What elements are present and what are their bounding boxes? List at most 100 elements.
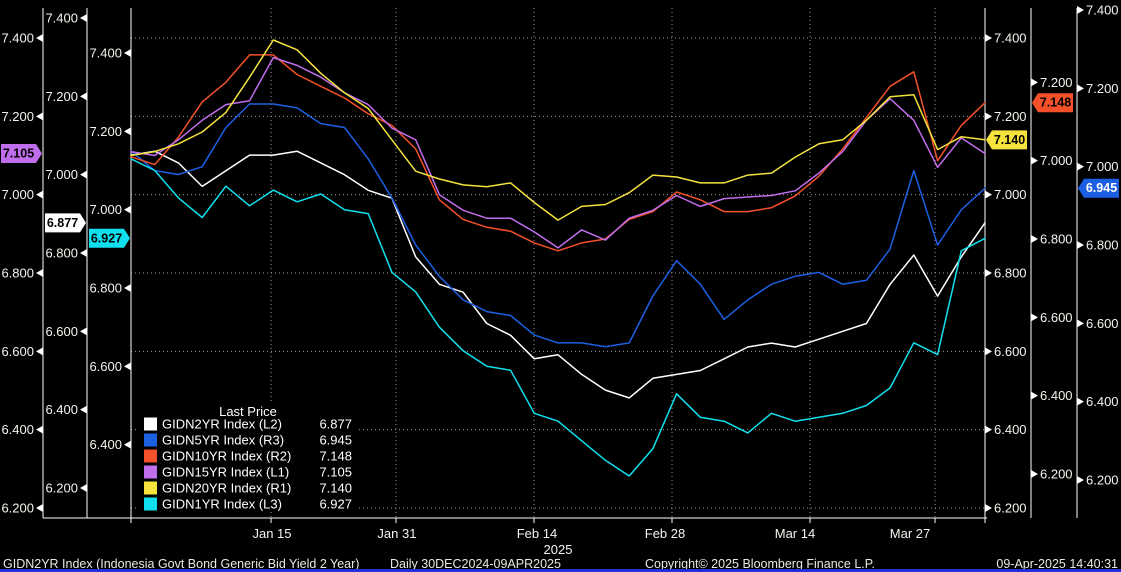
axis-tick-label: 7.400 [1086,3,1119,18]
legend-swatch [144,465,157,479]
axis-tick-label: 6.800 [1,266,34,281]
axis-tick-label: 7.000 [1,187,34,202]
axis-tick-arrow [124,284,131,293]
axis-tick-label: 7.000 [1086,159,1119,174]
axis-tick-arrow [1031,156,1038,165]
axis-tick-arrow [36,425,43,434]
axis-tick-label: 7.000 [89,202,122,217]
legend-row[interactable]: GIDN20YR Index (R1) 7.140 [144,481,352,496]
axis-tick-arrow [1031,78,1038,87]
legend-label: GIDN20YR Index (R1) [162,481,291,496]
axis-tick-arrow [1077,319,1084,328]
axis-tick-arrow [1031,470,1038,479]
legend-row[interactable]: GIDN10YR Index (R2) 7.148 [144,449,352,464]
axis-tick-label: 6.400 [89,437,122,452]
axis-tick-arrow [124,127,131,136]
chart-description: GIDN2YR Index (Indonesia Govt Bond Gener… [3,557,359,571]
legend-value: 6.877 [319,417,352,432]
last-price-badge-value: 7.105 [3,147,34,161]
last-price-badge-value: 6.945 [1086,181,1117,195]
last-price-badge-GIDN20YR [986,130,1027,150]
axis-tick-label: 6.800 [45,246,78,261]
legend-label: GIDN10YR Index (R2) [162,449,291,464]
axis-tick-label: 7.400 [994,31,1027,46]
last-price-badge-GIDN10YR [1032,93,1073,113]
axis-tick-label: 7.000 [1040,153,1073,168]
axis-tick-arrow [985,112,992,121]
axis-tick-label: 6.600 [89,359,122,374]
axis-tick-arrow [124,205,131,214]
axis-tick-arrow [80,249,87,258]
axis-tick-label: 7.400 [1,31,34,46]
axis-tick-label: 7.200 [1086,81,1119,96]
axis-tick-label: 7.400 [89,46,122,61]
x-axis-label: Jan 31 [377,526,416,541]
axis-tick-arrow [124,362,131,371]
axis-tick-label: 6.800 [1086,238,1119,253]
axis-tick-arrow [36,190,43,199]
axis-tick-arrow [985,190,992,199]
axis-tick-arrow [36,112,43,121]
axis-tick-label: 6.600 [1,344,34,359]
legend-swatch [144,433,157,447]
axis-tick-arrow [80,92,87,101]
axis-tick-arrow [1077,397,1084,406]
legend-value: 7.140 [319,481,352,496]
legend-title: Last Price [219,404,277,419]
legend-row[interactable]: GIDN15YR Index (L1) 7.105 [144,465,352,480]
axis-tick-label: 6.600 [994,344,1027,359]
legend-value: 6.927 [319,497,352,512]
axis-tick-label: 6.600 [45,324,78,339]
axis-tick-label: 7.200 [45,89,78,104]
axis-tick-arrow [36,504,43,513]
legend-swatch [144,449,157,463]
chart-frequency-range: Daily 30DEC2024-09APR2025 [390,557,561,571]
axis-tick-label: 6.400 [1086,394,1119,409]
legend-swatch [144,417,157,431]
axis-tick-arrow [36,34,43,42]
timestamp-text: 09-Apr-2025 14:40:31 [996,557,1118,571]
last-price-badge-value: 7.140 [994,133,1025,147]
axis-tick-label: 7.000 [45,167,78,182]
series-line-GIDN15YR [130,56,986,249]
series-line-GIDN10YR [130,54,986,252]
series-line-GIDN5YR [130,103,986,348]
axis-tick-arrow [36,269,43,278]
axis-tick-label: 6.400 [994,422,1027,437]
x-axis-label: Jan 15 [252,526,291,541]
legend-value: 7.105 [319,465,352,480]
axis-tick-label: 6.600 [1040,310,1073,325]
axis-tick-label: 6.600 [1086,316,1119,331]
axis-tick-arrow [985,425,992,434]
x-axis-label: Mar 27 [890,526,930,541]
series-line-GIDN20YR [130,39,986,221]
axis-tick-arrow [124,440,131,449]
axis-tick-arrow [1031,391,1038,400]
axis-tick-arrow [1077,162,1084,171]
legend-label: GIDN5YR Index (R3) [162,433,284,448]
last-price-badge-GIDN15YR [1,144,42,164]
axis-tick-arrow [36,347,43,356]
legend-row[interactable]: GIDN1YR Index (L3) 6.927 [144,497,352,512]
axis-tick-arrow [1031,313,1038,322]
last-price-badge-value: 6.927 [91,231,122,245]
axis-tick-label: 6.200 [994,501,1027,516]
legend-row[interactable]: GIDN2YR Index (L2) 6.877 [144,417,352,432]
axis-tick-arrow [1077,241,1084,250]
legend-value: 7.148 [319,449,352,464]
last-price-badge-GIDN1YR [89,228,130,248]
axis-tick-label: 6.200 [45,481,78,496]
last-price-badge-value: 6.877 [47,216,78,230]
axis-tick-label: 7.200 [1,109,34,124]
legend-value: 6.945 [319,433,352,448]
legend-row[interactable]: GIDN5YR Index (R3) 6.945 [144,433,352,448]
axis-tick-arrow [80,327,87,336]
last-price-badge-GIDN2YR [45,213,86,233]
x-axis-label: Feb 14 [517,526,557,541]
axis-tick-label: 6.800 [994,266,1027,281]
axis-tick-arrow [1077,6,1084,14]
legend-box [139,402,358,512]
